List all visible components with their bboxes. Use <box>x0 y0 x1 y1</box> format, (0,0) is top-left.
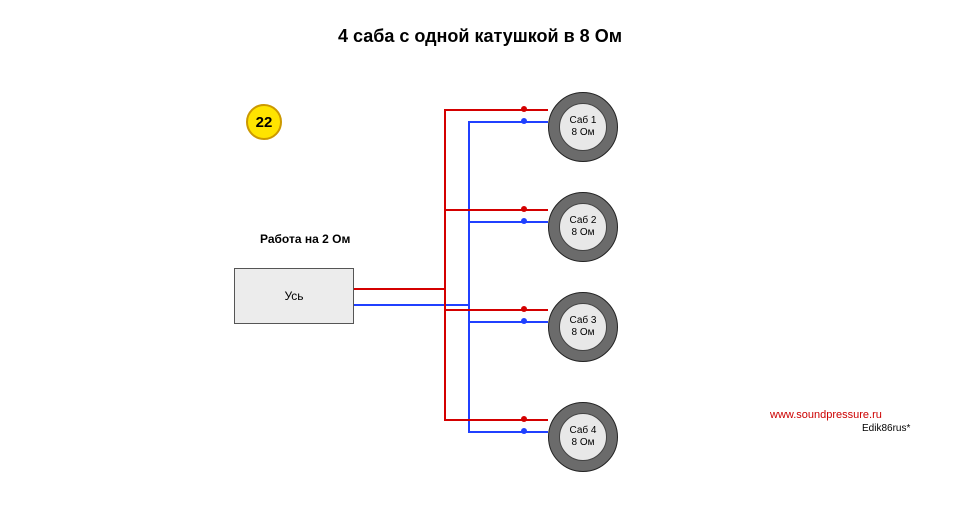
speaker-3: Саб 38 Ом <box>548 292 618 362</box>
wire-red-bus <box>444 109 446 419</box>
terminal-blue-2 <box>521 218 527 224</box>
page-title: 4 саба с одной катушкой в 8 Ом <box>0 26 960 47</box>
wire-red-stub-2 <box>444 209 548 211</box>
speaker-4-cone: Саб 48 Ом <box>559 413 607 461</box>
speaker-1-cone: Саб 18 Ом <box>559 103 607 151</box>
terminal-red-2 <box>521 206 527 212</box>
wire-blue-stub-2 <box>468 221 548 223</box>
speaker-4-label: Саб 4 <box>570 425 597 437</box>
speaker-1-label: Саб 1 <box>570 115 597 127</box>
diagram-number-badge: 22 <box>246 104 282 140</box>
wire-red-stub-1 <box>444 109 548 111</box>
speaker-3-impedance: 8 Ом <box>572 327 595 339</box>
speaker-2-impedance: 8 Ом <box>572 227 595 239</box>
terminal-red-1 <box>521 106 527 112</box>
amplifier-box: Усь <box>234 268 354 324</box>
terminal-blue-3 <box>521 318 527 324</box>
wire-blue-bus <box>468 121 470 431</box>
wire-blue-stub-3 <box>468 321 548 323</box>
wire-red-stub-4 <box>444 419 548 421</box>
wire-red-amp-to-bus <box>354 288 444 290</box>
amp-box-text: Усь <box>284 289 303 303</box>
speaker-1: Саб 18 Ом <box>548 92 618 162</box>
speaker-2: Саб 28 Ом <box>548 192 618 262</box>
speaker-3-cone: Саб 38 Ом <box>559 303 607 351</box>
wire-blue-stub-4 <box>468 431 548 433</box>
terminal-blue-4 <box>521 428 527 434</box>
speaker-3-label: Саб 3 <box>570 315 597 327</box>
amp-impedance-label: Работа на 2 Ом <box>260 232 350 246</box>
credit-url: www.soundpressure.ru <box>770 409 882 421</box>
terminal-red-3 <box>521 306 527 312</box>
wire-blue-stub-1 <box>468 121 548 123</box>
terminal-red-4 <box>521 416 527 422</box>
speaker-4: Саб 48 Ом <box>548 402 618 472</box>
speaker-4-impedance: 8 Ом <box>572 437 595 449</box>
speaker-2-cone: Саб 28 Ом <box>559 203 607 251</box>
badge-number: 22 <box>256 114 273 131</box>
terminal-blue-1 <box>521 118 527 124</box>
wire-blue-amp-to-bus <box>354 304 468 306</box>
wire-red-stub-3 <box>444 309 548 311</box>
speaker-1-impedance: 8 Ом <box>572 127 595 139</box>
credit-author: Edik86rus* <box>862 423 910 434</box>
speaker-2-label: Саб 2 <box>570 215 597 227</box>
